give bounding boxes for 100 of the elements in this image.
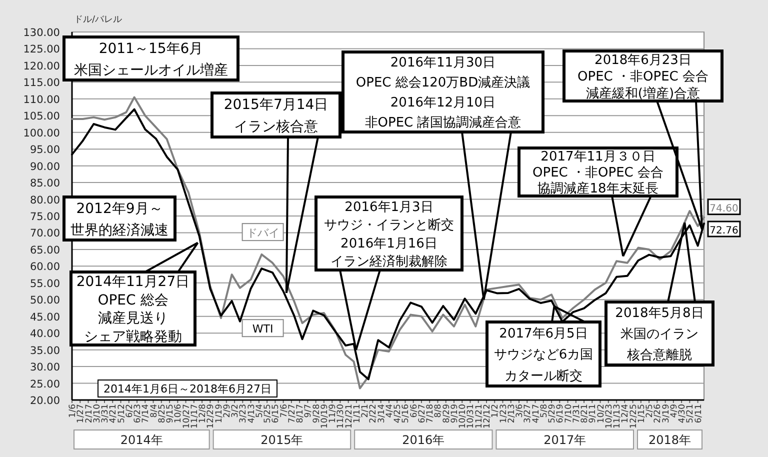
data-label: 72.76 <box>710 225 738 236</box>
x-tick-label: 1/15 <box>636 404 647 424</box>
x-tick-label: 1/27 <box>76 404 86 424</box>
x-tick-label: 12/4 <box>620 404 631 424</box>
y-tick-label: 35.00 <box>30 344 60 357</box>
y-tick-label: 75.00 <box>30 211 60 223</box>
x-tick-label: 3/19 <box>661 404 672 424</box>
x-tick-label: 3/27 <box>523 404 534 424</box>
x-tick-label: 3/10 <box>92 404 102 424</box>
x-tick-label: 12/25 <box>628 404 639 428</box>
x-tick-label: 10/6 <box>174 404 184 424</box>
y-tick-label: 100.00 <box>23 127 60 140</box>
x-tick-label: 7/10 <box>564 404 574 424</box>
y-tick-label: 85.00 <box>30 178 60 190</box>
y-tick-label: 90.00 <box>30 160 60 173</box>
series-label: WTI <box>252 322 274 336</box>
x-tick-label: 1/2 <box>490 404 501 418</box>
annotation: 2018年 <box>637 430 702 450</box>
x-tick-label: 4/4 <box>384 404 395 418</box>
x-tick-label: 12/29 <box>206 404 216 428</box>
y-tick-label: 50.00 <box>30 294 60 307</box>
x-tick-label: 4/9 <box>669 404 680 418</box>
x-tick-label: 6/15 <box>271 404 282 424</box>
y-tick-label: 80.00 <box>30 194 60 206</box>
x-tick-label: 4/17 <box>531 404 542 424</box>
x-tick-label: 8/29 <box>442 404 452 424</box>
x-tick-label: 12/12 <box>482 404 492 428</box>
x-tick-label: 11/30 <box>336 404 346 428</box>
x-tick-label: 6/27 <box>417 404 428 424</box>
x-tick-label: 12/21 <box>344 404 354 428</box>
y-tick-label: 70.00 <box>30 228 60 240</box>
y-tick-label: 115.00 <box>23 77 60 90</box>
y-tick-label: 130.00 <box>23 27 60 39</box>
annotation: 2011～15年6月米国シェールオイル増産 <box>74 40 228 78</box>
x-tick-label: 1/19 <box>214 404 224 424</box>
y-tick-label: 25.00 <box>30 378 60 390</box>
x-tick-label: 2/17 <box>84 404 94 424</box>
y-tick-label: 45.00 <box>30 311 60 324</box>
x-tick-label: 1/23 <box>498 404 509 424</box>
annotation: 2014年1月6日～2018年6月27日 <box>98 380 278 398</box>
annotation: 2018年5月8日米国のイラン核合意離脱 <box>615 306 704 364</box>
x-tick-label: 6/19 <box>556 404 566 424</box>
annotation: 2012年9月～世界的経済減速 <box>62 196 176 242</box>
y-tick-label: 20.00 <box>30 395 60 407</box>
annotation: 2011～15年6月米国シェールオイル増産 <box>62 36 240 82</box>
x-tick-label: 2/22 <box>368 404 379 424</box>
series-label: ドバイ <box>246 226 280 240</box>
data-label: 74.60 <box>710 203 738 214</box>
annotation: 2014年1月6日～2018年6月27日 <box>104 382 272 396</box>
x-tick-label: 10/19 <box>320 404 330 428</box>
x-tick-label: 4/21 <box>108 404 119 424</box>
x-tick-label: 7/6 <box>279 404 290 418</box>
x-tick-label: 10/27 <box>182 404 192 428</box>
x-tick-label: 3/14 <box>376 404 387 424</box>
x-tick-label: 6/6 <box>409 404 420 418</box>
annotation: 2015年 <box>212 430 352 450</box>
annotation: 2017年 <box>496 430 634 450</box>
x-tick-label: 7/31 <box>572 404 582 424</box>
x-tick-label: 9/7 <box>304 404 314 418</box>
annotation: 2017年11月３０日OPEC ・非OPEC 会合協調減産18年末延長 <box>532 150 664 197</box>
x-tick-label: 2/9 <box>222 404 232 418</box>
x-tick-label: 5/16 <box>401 404 412 424</box>
x-tick-label: 10/31 <box>466 404 476 428</box>
x-tick-label: 8/8 <box>434 404 444 418</box>
x-tick-label: 6/11 <box>694 404 704 424</box>
annotation: 2014年11月27日OPEC 総会減産見送りシェア戦略発動 <box>76 274 190 345</box>
y-tick-label: 40.00 <box>30 328 60 340</box>
x-tick-label: 2/26 <box>653 404 664 424</box>
y-tick-label: 125.00 <box>23 44 60 56</box>
x-tick-label: 10/2 <box>596 404 606 424</box>
x-tick-label: 11/17 <box>190 404 200 428</box>
x-tick-label: 1/6 <box>68 404 78 418</box>
y-tick-label: 105.00 <box>23 110 60 123</box>
y-tick-label: 120.00 <box>23 60 60 72</box>
annotation: 2015年7月14日イラン核合意 <box>224 97 328 136</box>
annotation: 2012年9月～世界的経済減速 <box>70 200 168 238</box>
x-tick-label: 1/11 <box>352 404 362 424</box>
y-tick-label: 95.00 <box>30 144 60 156</box>
y-tick-label: 55.00 <box>30 278 60 290</box>
x-tick-label: 7/27 <box>287 404 298 424</box>
x-tick-label: 5/21 <box>686 404 696 424</box>
annotation: 2017年6月5日サウジなど6カ国カタール断交 <box>494 326 594 384</box>
x-tick-label: 6/2 <box>124 404 135 418</box>
annotation: 2016年11月30日OPEC 総会120万BD減産決議2016年12月10日非OPEC 諸国協調減産合意 <box>356 56 530 131</box>
y-tick-label: 110.00 <box>23 94 60 106</box>
annotation: 2014年 <box>74 430 210 450</box>
x-tick-label: 9/11 <box>588 404 598 424</box>
x-tick-label: 10/23 <box>604 404 614 428</box>
y-tick-label: 65.00 <box>30 244 60 256</box>
x-tick-label: 9/28 <box>312 404 322 424</box>
x-tick-label: 5/8 <box>539 404 550 418</box>
x-tick-label: 8/4 <box>149 404 160 418</box>
x-tick-label: 5/12 <box>116 404 127 424</box>
y-axis-title: ドル/バレル <box>74 15 122 25</box>
x-tick-label: 8/25 <box>157 404 168 424</box>
annotation: 2018年6月23日OPEC ・非OPEC 会合減産緩和(増産)合意 <box>578 53 708 102</box>
x-tick-label: 5/4 <box>254 404 265 418</box>
y-tick-label: 30.00 <box>30 362 60 374</box>
x-tick-label: 11/21 <box>474 404 484 428</box>
annotation: 2016年1月3日サウジ・イランと断交2016年1月16日イラン経済制裁解除 <box>324 200 454 270</box>
